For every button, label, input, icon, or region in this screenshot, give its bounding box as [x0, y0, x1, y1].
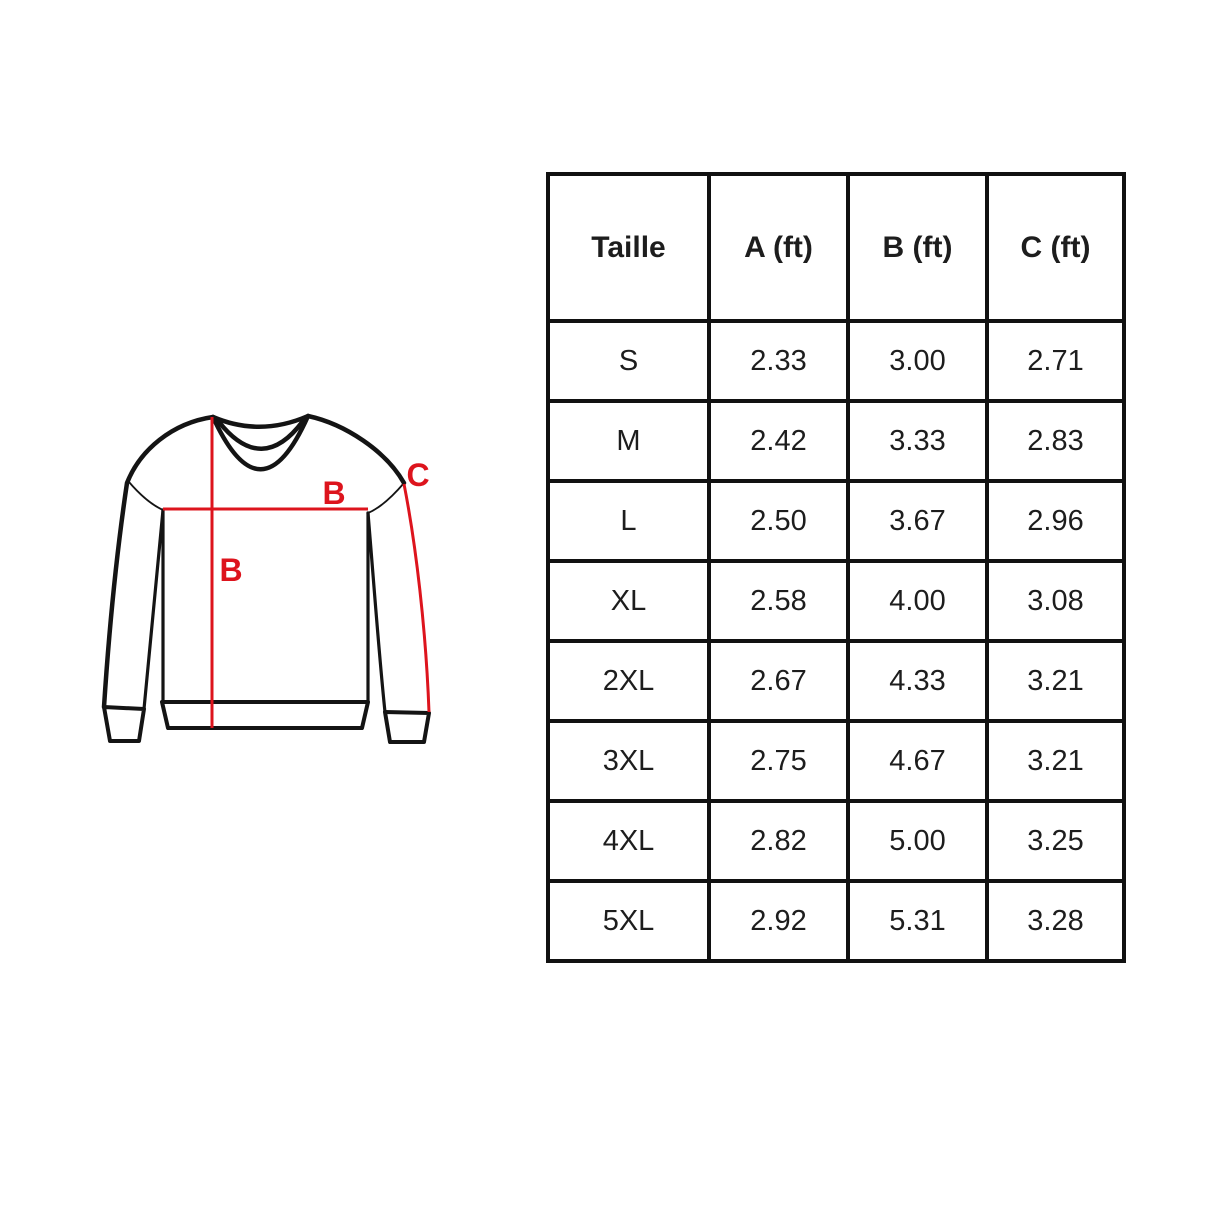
collar-top-arc	[210, 413, 311, 429]
table-row: M 2.42 3.33 2.83	[546, 399, 1126, 483]
table-row: XL 2.58 4.00 3.08	[546, 559, 1126, 643]
size-cell: L	[546, 479, 711, 563]
size-cell: 2XL	[546, 639, 711, 723]
c-value-cell: 3.21	[985, 719, 1126, 803]
size-cell: M	[546, 399, 711, 483]
sleeve-length-line	[402, 483, 431, 713]
b-value-cell: 3.67	[846, 479, 989, 563]
table-row: S 2.33 3.00 2.71	[546, 319, 1126, 403]
sleeve-length-label: C	[406, 457, 429, 493]
c-value-cell: 2.83	[985, 399, 1126, 483]
a-value-cell: 2.82	[707, 799, 850, 883]
right-cuff	[383, 710, 431, 744]
a-value-cell: 2.67	[707, 639, 850, 723]
left-cuff	[102, 705, 146, 743]
c-value-cell: 2.71	[985, 319, 1126, 403]
table-header-row: Taille A (ft) B (ft) C (ft)	[546, 172, 1126, 323]
c-value-cell: 3.08	[985, 559, 1126, 643]
size-cell: 3XL	[546, 719, 711, 803]
size-table: Taille A (ft) B (ft) C (ft) S 2.33 3.00 …	[546, 172, 1126, 963]
table-row: 5XL 2.92 5.31 3.28	[546, 879, 1126, 963]
b-value-cell: 4.67	[846, 719, 989, 803]
b-value-cell: 4.00	[846, 559, 989, 643]
a-value-cell: 2.42	[707, 399, 850, 483]
b-value-cell: 3.00	[846, 319, 989, 403]
column-header-b: B (ft)	[846, 172, 989, 323]
left-body-sleeve-outline	[101, 414, 216, 710]
right-armhole-seam	[367, 482, 405, 514]
b-value-cell: 5.31	[846, 879, 989, 963]
right-shoulder-outline	[305, 413, 407, 486]
c-value-cell: 3.21	[985, 639, 1126, 723]
left-sleeve-inner-edge	[142, 508, 165, 711]
table-row: 4XL 2.82 5.00 3.25	[546, 799, 1126, 883]
b-value-cell: 5.00	[846, 799, 989, 883]
left-armhole-seam	[128, 481, 164, 511]
column-header-taille: Taille	[546, 172, 711, 323]
chest-width-label: B	[322, 475, 345, 511]
a-value-cell: 2.33	[707, 319, 850, 403]
a-value-cell: 2.58	[707, 559, 850, 643]
right-sleeve-inner-edge	[366, 511, 387, 714]
c-value-cell: 2.96	[985, 479, 1126, 563]
a-value-cell: 2.50	[707, 479, 850, 563]
size-cell: S	[546, 319, 711, 403]
collar-outer-arc	[210, 413, 311, 472]
table-row: L 2.50 3.67 2.96	[546, 479, 1126, 563]
column-header-a: A (ft)	[707, 172, 850, 323]
table-row: 3XL 2.75 4.67 3.21	[546, 719, 1126, 803]
c-value-cell: 3.25	[985, 799, 1126, 883]
column-header-c: C (ft)	[985, 172, 1126, 323]
body-length-label: B	[219, 552, 242, 588]
a-value-cell: 2.75	[707, 719, 850, 803]
size-cell: 4XL	[546, 799, 711, 883]
size-cell: XL	[546, 559, 711, 643]
collar-inner-arc	[216, 418, 306, 451]
c-value-cell: 3.28	[985, 879, 1126, 963]
a-value-cell: 2.92	[707, 879, 850, 963]
b-value-cell: 3.33	[846, 399, 989, 483]
size-cell: 5XL	[546, 879, 711, 963]
b-value-cell: 4.33	[846, 639, 989, 723]
table-row: 2XL 2.67 4.33 3.21	[546, 639, 1126, 723]
sweatshirt-diagram: B B C	[101, 413, 431, 744]
hem-band	[160, 700, 370, 730]
